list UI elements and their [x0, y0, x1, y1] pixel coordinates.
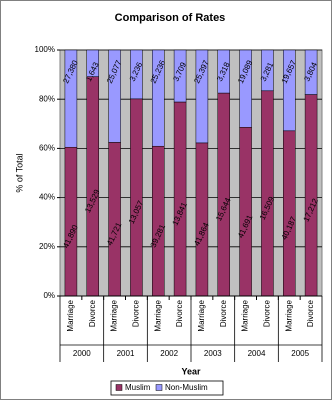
x-tick-label: Divorce	[88, 299, 97, 327]
group-label: 2004	[248, 349, 266, 358]
x-tick-label: Divorce	[219, 299, 228, 327]
plot-area	[59, 49, 323, 297]
x-axis-label: Year	[181, 366, 201, 376]
bar-segment	[283, 49, 296, 132]
y-tick-label: 40%	[39, 193, 55, 202]
y-tick-label: 60%	[39, 144, 55, 153]
y-tick-label: 0%	[43, 291, 55, 300]
y-tick-label: 100%	[35, 45, 55, 54]
bar-segment	[261, 90, 274, 297]
bar-segment	[130, 49, 143, 100]
x-tick-label: Divorce	[175, 299, 184, 327]
x-tick-label: Marriage	[110, 299, 119, 331]
bar-segment	[195, 142, 209, 297]
legend	[110, 380, 224, 396]
bar-segment	[195, 49, 209, 144]
y-tick-label: 20%	[39, 242, 55, 251]
x-tick-label: Marriage	[284, 299, 293, 331]
bar-segment	[152, 145, 165, 297]
bar-segment	[239, 49, 252, 128]
legend-swatch	[115, 384, 123, 391]
x-tick-label: Marriage	[153, 299, 162, 331]
group-label: 2002	[160, 349, 178, 358]
group-label: 2005	[291, 349, 309, 358]
x-tick-label: Marriage	[66, 299, 75, 331]
bar-segment	[217, 92, 230, 297]
bar-segment	[283, 130, 296, 297]
bar-segment	[304, 49, 318, 95]
legend-swatch	[155, 384, 163, 391]
bar-segment	[64, 49, 78, 148]
bar-segment	[64, 146, 78, 297]
bar-segment	[261, 49, 274, 92]
bar-segment	[304, 94, 318, 297]
bar-segment	[108, 142, 121, 297]
bar-segment	[86, 49, 99, 77]
bar-segment	[173, 101, 187, 297]
x-tick-label: Divorce	[132, 299, 141, 327]
group-label: 2000	[73, 349, 91, 358]
bar-segment	[86, 76, 99, 297]
group-label: 2003	[204, 349, 222, 358]
x-tick-label: Divorce	[263, 299, 272, 327]
chart-title: Comparison of Rates	[115, 12, 226, 24]
x-tick-label: Marriage	[241, 299, 250, 331]
bar-segment	[130, 98, 143, 297]
x-tick-label: Marriage	[197, 299, 206, 331]
x-tick-label: Divorce	[306, 299, 315, 327]
legend-label: Non-Muslim	[165, 383, 208, 392]
bar-segment	[239, 127, 252, 297]
bar-segment	[152, 49, 165, 147]
bar-segment	[217, 49, 230, 94]
bar-segment	[108, 49, 121, 143]
y-tick-label: 80%	[39, 94, 55, 103]
group-label: 2001	[117, 349, 135, 358]
legend-label: Muslim	[125, 383, 151, 392]
bar-segment	[173, 49, 187, 103]
y-axis-label: % of Total	[14, 153, 24, 192]
